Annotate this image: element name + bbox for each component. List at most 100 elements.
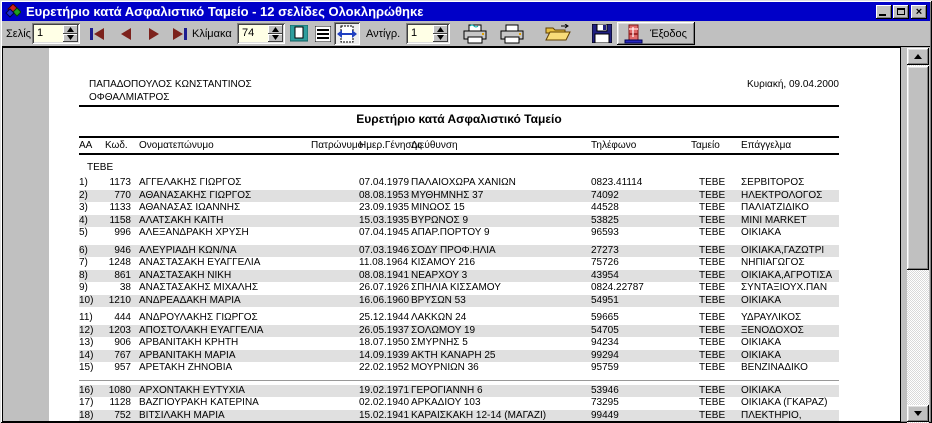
window-title: Ευρετήριο κατά Ασφαλιστικό Ταμείο - 12 σ… (26, 4, 424, 19)
next-page-icon[interactable] (146, 28, 161, 40)
scale-down-icon[interactable] (268, 33, 283, 42)
cell-patronym (311, 245, 359, 258)
cell-birth: 15.02.1941 (359, 409, 410, 421)
whole-page-button[interactable] (288, 23, 309, 44)
scrollbar-thumb[interactable] (907, 66, 929, 270)
cell-name: ΑΡΧΟΝΤΑΚΗ ΕΥΤΥΧΙΑ (139, 384, 245, 396)
page-down-icon[interactable] (63, 33, 78, 42)
table-row: 11) 444 ΑΝΔΡΟΥΛΑΚΗΣ ΓΙΩΡΓΟΣ 25.12.1944 ΛΑΚΚΩ… (79, 312, 839, 325)
cell-phone: 74092 (591, 189, 619, 201)
cell-birth: 18.07.1950 (359, 337, 410, 348)
cell-address: ΣΠΗΛΙΑ ΚΙΣΣΑΜΟΥ (411, 282, 501, 293)
vertical-scrollbar[interactable] (907, 48, 929, 423)
scroll-up-icon[interactable] (907, 48, 929, 65)
cell-patronym (311, 202, 359, 215)
fund-group-label: ΤΕΒΕ (87, 162, 114, 173)
cell-profession: ΟΙΚΙΑΚΑ (741, 349, 782, 361)
minimize-button[interactable] (876, 4, 892, 19)
cell-name: ΑΝΔΡΟΥΛΑΚΗΣ ΓΙΩΡΓΟΣ (139, 312, 258, 323)
report-title: Ευρετήριο κατά Ασφαλιστικό Ταμείο (356, 112, 562, 126)
cell-patronym (311, 337, 359, 350)
toolbar: Σελίς 1 Κλίμακα 74 (2, 21, 930, 46)
page-spinner[interactable]: 1 (32, 23, 80, 44)
cell-code: 1158 (109, 214, 131, 226)
row-group: 6) 946 ΑΛΕΥΡΙΑΔΗ ΚΩΝ/ΝΑ 07.03.1946 ΣΟΔΥ ΠΡΟΦ… (79, 244, 839, 308)
cell-patronym (311, 410, 359, 422)
open-button[interactable] (545, 24, 571, 42)
cell-name: ΑΘΑΝΑΣΑΚΗΣ ΓΙΩΡΓΟΣ (139, 189, 252, 201)
cell-phone: 59665 (591, 312, 619, 323)
close-icon: × (915, 5, 923, 18)
save-button[interactable] (592, 24, 612, 43)
cell-birth: 07.04.1945 (359, 227, 410, 238)
cell-profession: ΟΙΚΙΑΚΑ,ΓΑΖΩΤΡΙ (741, 244, 825, 256)
cell-fund: ΤΕΒΕ (699, 312, 726, 323)
row-group: 1) 1173 ΑΓΓΕΛΑΚΗΣ ΓΙΩΡΓΟΣ 07.04.1979 ΠΑΛΑΙΟΧ… (79, 177, 839, 240)
col-header-profession: Επάγγελμα (741, 140, 792, 151)
cell-patronym (311, 312, 359, 325)
exit-button[interactable]: Έξοδος (617, 22, 695, 45)
cell-patronym (311, 362, 359, 375)
copies-value: 1 (411, 27, 418, 39)
prev-page-icon[interactable] (119, 28, 134, 40)
cell-fund: ΤΕΒΕ (699, 189, 726, 201)
cell-profession: ΟΙΚΙΑΚΑ (ΓΚΑΡΑΖ) (741, 397, 828, 408)
table-body: ΤΕΒΕ 1) 1173 ΑΓΓΕΛΑΚΗΣ ΓΙΩΡΓΟΣ 07.04.1979 ΠΑ… (79, 161, 839, 421)
table-header-row: ΑΑ Κωδ. Ονοματεπώνυμο Πατρώνυμο Ημερ.Γέν… (79, 136, 839, 155)
cell-profession: ΝΗΠΙΑΓΩΓΟΣ (741, 257, 805, 268)
cell-patronym (311, 227, 359, 240)
scale-spinner[interactable]: 74 (237, 23, 285, 44)
cell-aa: 14) (79, 349, 94, 361)
last-page-icon[interactable] (172, 28, 187, 40)
print-setup-button[interactable] (462, 24, 488, 44)
cell-birth: 07.03.1946 (359, 244, 410, 256)
cell-phone: 54705 (591, 324, 619, 336)
cell-address: ΑΚΤΗ ΚΑΝΑΡΗ 25 (411, 349, 496, 361)
cell-phone: 27273 (591, 244, 619, 256)
cell-aa: 10) (79, 294, 94, 306)
cell-aa: 8) (79, 269, 88, 281)
cell-address: ΠΑΛΑΙΟΧΩΡΑ ΧΑΝΙΩΝ (411, 177, 516, 188)
cell-phone: 54951 (591, 294, 619, 306)
cell-patronym (311, 282, 359, 295)
cell-birth: 14.09.1939 (359, 349, 410, 361)
cell-name: ΑΠΟΣΤΟΛΑΚΗ ΕΥΑΓΓΕΛΙΑ (139, 324, 264, 336)
page-width-button[interactable] (334, 22, 360, 45)
copies-down-icon[interactable] (433, 33, 448, 42)
text-view-button[interactable] (312, 23, 333, 44)
cell-aa: 4) (79, 214, 88, 226)
table-row: 17) 1128 ΒΑΖΓΙΟΥΡΑΚΗ ΚΑΤΕΡΙΝΑ 02.02.1940 ΑΡΚ… (79, 397, 839, 410)
cell-phone: 95759 (591, 362, 619, 373)
report-page: ΠΑΠΑΔΟΠΟΥΛΟΣ ΚΩΝΣΤΑΝΤΙΝΟΣ ΟΦΘΑΛΜΙΑΤΡΟΣ Κυ… (49, 48, 900, 421)
table-row: 6) 946 ΑΛΕΥΡΙΑΔΗ ΚΩΝ/ΝΑ 07.03.1946 ΣΟΔΥ ΠΡΟΦ… (79, 244, 839, 258)
cell-address: ΣΟΔΥ ΠΡΟΦ.ΗΛΙΑ (411, 244, 496, 256)
cell-phone: 53825 (591, 214, 619, 226)
cell-profession: ΠΛΕΚΤΗΡΙΟ, (741, 409, 802, 421)
cell-patronym (311, 295, 359, 308)
cell-profession: ΠΑΛΙΑΤΖΙΔΙΚΟ (741, 202, 809, 213)
cell-aa: 17) (79, 397, 94, 408)
cell-fund: ΤΕΒΕ (699, 384, 726, 396)
cell-code: 1173 (109, 177, 131, 188)
table-row: 15) 957 ΑΡΕΤΑΚΗ ΖΗΝΟΒΙΑ 22.02.1952 ΜΟΥΡΝΙΩΝ … (79, 362, 839, 375)
cell-address: ΓΕΡΟΓΙΑΝΝΗ 6 (411, 384, 483, 396)
copies-spinner[interactable]: 1 (406, 23, 450, 44)
cell-birth: 19.02.1971 (359, 384, 410, 396)
cell-aa: 6) (79, 244, 88, 256)
cell-fund: ΤΕΒΕ (699, 409, 726, 421)
page-up-icon[interactable] (63, 25, 78, 34)
print-button[interactable] (500, 24, 524, 44)
scale-up-icon[interactable] (268, 25, 283, 34)
cell-profession: ΗΛΕΚΤΡΟΛΟΓΟΣ (741, 189, 823, 201)
titlebar: Ευρετήριο κατά Ασφαλιστικό Ταμείο - 12 σ… (2, 2, 930, 21)
cell-address: ΣΜΥΡΝΗΣ 5 (411, 337, 468, 348)
copies-up-icon[interactable] (433, 25, 448, 34)
scroll-down-icon[interactable] (907, 405, 929, 422)
first-page-icon[interactable] (90, 28, 105, 40)
close-button[interactable]: × (911, 4, 927, 19)
maximize-button[interactable] (893, 4, 909, 19)
owner-name: ΠΑΠΑΔΟΠΟΥΛΟΣ ΚΩΝΣΤΑΝΤΙΝΟΣ (89, 79, 252, 90)
cell-birth: 26.05.1937 (359, 324, 410, 336)
col-header-code: Κωδ. (105, 140, 128, 151)
